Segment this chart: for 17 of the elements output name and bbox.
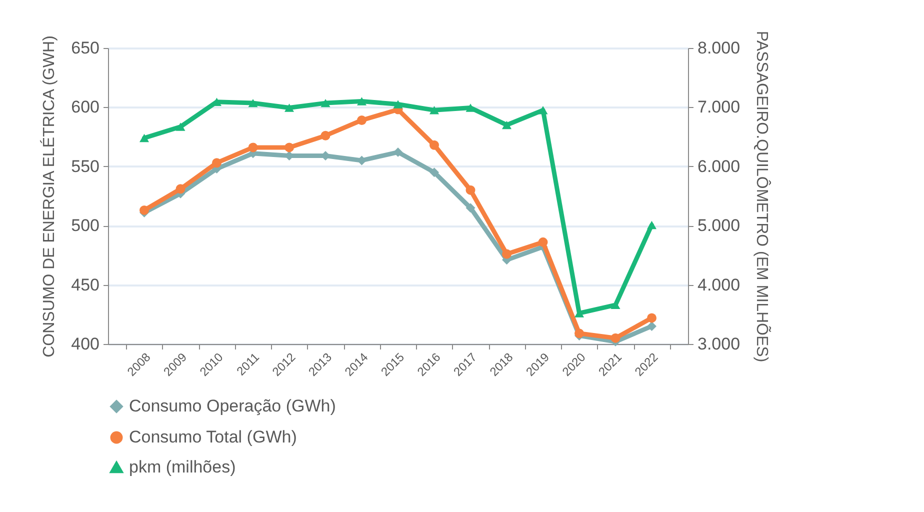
legend-label: Consumo Operação (GWh) [129, 396, 336, 416]
y-tick-label: 400 [71, 334, 100, 354]
y2-axis-title: PASSAGEIRO.QUILÔMETRO (EM MILHÕES) [753, 30, 772, 362]
y-tick-label: 600 [71, 98, 100, 117]
legend-label: Consumo Total (GWh) [129, 428, 297, 446]
y-tick-label: 450 [71, 275, 100, 294]
y2-tick-label: 7.000 [698, 98, 740, 117]
y-tick-label: 500 [71, 216, 100, 236]
y-tick-label: 550 [71, 156, 100, 176]
y2-tick-label: 6.000 [698, 156, 740, 176]
y2-tick-label: 8.000 [698, 38, 740, 58]
y-axis-title: CONSUMO DE ENERGIA ELÉTRICA (GWH) [40, 36, 58, 358]
y2-tick-label: 3.000 [698, 334, 740, 354]
y2-tick-label: 4.000 [698, 275, 740, 294]
y2-tick-label: 5.000 [698, 216, 740, 236]
y-tick-label: 650 [71, 38, 100, 58]
legend-label: pkm (milhões) [129, 458, 236, 476]
